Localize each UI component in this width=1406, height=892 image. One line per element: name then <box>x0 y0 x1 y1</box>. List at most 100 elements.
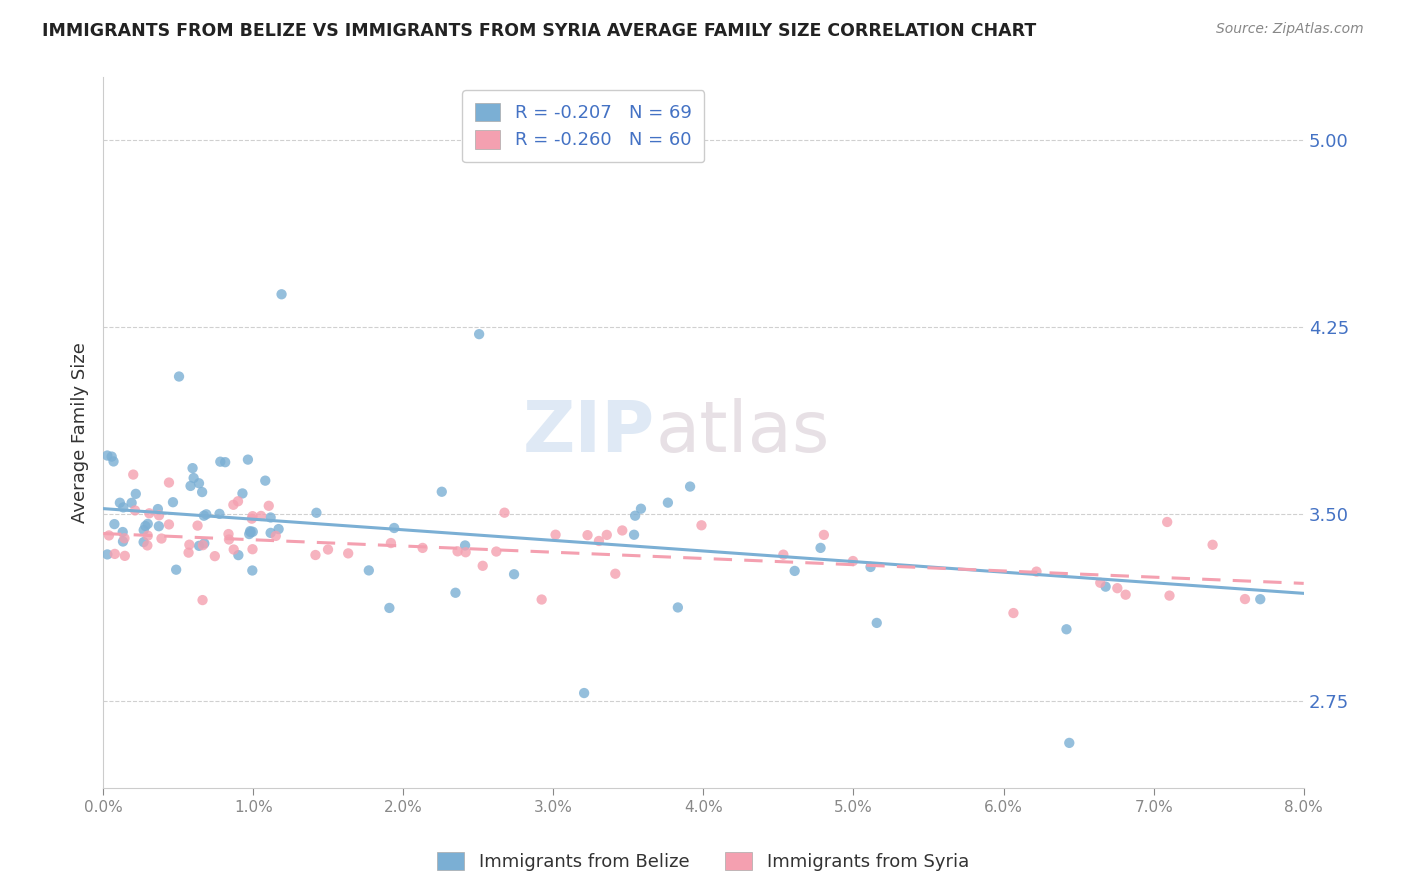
Point <box>471 558 494 573</box>
Point <box>214 455 236 469</box>
Point <box>179 538 201 552</box>
Point <box>148 519 170 533</box>
Point <box>430 484 453 499</box>
Point <box>596 528 619 542</box>
Point <box>666 600 689 615</box>
Point <box>810 541 832 555</box>
Point <box>270 287 292 301</box>
Point <box>1025 565 1047 579</box>
Point <box>138 506 160 520</box>
Point <box>188 539 211 553</box>
Point <box>222 498 245 512</box>
Point <box>866 615 889 630</box>
Point <box>503 567 526 582</box>
Point <box>859 560 882 574</box>
Point <box>239 525 262 540</box>
Point <box>242 542 264 557</box>
Point <box>1107 581 1129 595</box>
Point <box>112 500 135 515</box>
Point <box>530 592 553 607</box>
Point <box>150 532 173 546</box>
Point <box>576 528 599 542</box>
Point <box>121 496 143 510</box>
Point <box>412 541 434 555</box>
Point <box>254 474 277 488</box>
Point <box>114 549 136 563</box>
Point <box>96 449 118 463</box>
Point <box>238 527 260 541</box>
Point <box>842 554 865 568</box>
Point <box>136 516 159 531</box>
Point <box>1249 592 1271 607</box>
Point <box>305 506 328 520</box>
Point <box>783 564 806 578</box>
Point <box>111 524 134 539</box>
Point <box>209 455 232 469</box>
Point <box>444 586 467 600</box>
Point <box>239 524 262 538</box>
Point <box>132 523 155 537</box>
Point <box>236 452 259 467</box>
Legend: Immigrants from Belize, Immigrants from Syria: Immigrants from Belize, Immigrants from … <box>430 845 976 879</box>
Point <box>264 529 287 543</box>
Point <box>572 686 595 700</box>
Point <box>380 536 402 550</box>
Point <box>187 518 209 533</box>
Point <box>624 508 647 523</box>
Y-axis label: Average Family Size: Average Family Size <box>72 343 89 523</box>
Text: IMMIGRANTS FROM BELIZE VS IMMIGRANTS FROM SYRIA AVERAGE FAMILY SIZE CORRELATION : IMMIGRANTS FROM BELIZE VS IMMIGRANTS FRO… <box>42 22 1036 40</box>
Text: ZIP: ZIP <box>523 398 655 467</box>
Point <box>588 533 610 548</box>
Point <box>240 511 263 525</box>
Point <box>250 508 273 523</box>
Point <box>304 548 326 562</box>
Point <box>228 548 250 562</box>
Point <box>165 563 187 577</box>
Point <box>612 524 634 538</box>
Text: atlas: atlas <box>655 398 830 467</box>
Point <box>108 496 131 510</box>
Point <box>148 508 170 523</box>
Point <box>1059 736 1081 750</box>
Point <box>454 538 477 552</box>
Point <box>630 501 652 516</box>
Point <box>690 518 713 533</box>
Point <box>195 508 218 522</box>
Point <box>337 546 360 560</box>
Point <box>146 502 169 516</box>
Point <box>382 521 405 535</box>
Point <box>544 527 567 541</box>
Point <box>1156 515 1178 529</box>
Point <box>162 495 184 509</box>
Point <box>125 487 148 501</box>
Point <box>157 517 180 532</box>
Point <box>188 476 211 491</box>
Point <box>193 536 215 550</box>
Point <box>218 533 240 547</box>
Point <box>267 522 290 536</box>
Point <box>657 496 679 510</box>
Point <box>204 549 226 563</box>
Point <box>231 486 253 500</box>
Point <box>257 499 280 513</box>
Point <box>191 593 214 607</box>
Point <box>1115 588 1137 602</box>
Point <box>813 528 835 542</box>
Point <box>222 542 245 557</box>
Point <box>136 528 159 542</box>
Point <box>485 544 508 558</box>
Point <box>494 506 516 520</box>
Point <box>1201 538 1223 552</box>
Point <box>454 545 477 559</box>
Point <box>114 531 136 545</box>
Point <box>242 509 264 524</box>
Point <box>124 503 146 517</box>
Point <box>134 519 156 533</box>
Point <box>1002 606 1025 620</box>
Point <box>242 524 264 539</box>
Point <box>1056 622 1078 636</box>
Point <box>218 527 240 541</box>
Point <box>605 566 627 581</box>
Point <box>111 534 134 549</box>
Point <box>167 369 190 384</box>
